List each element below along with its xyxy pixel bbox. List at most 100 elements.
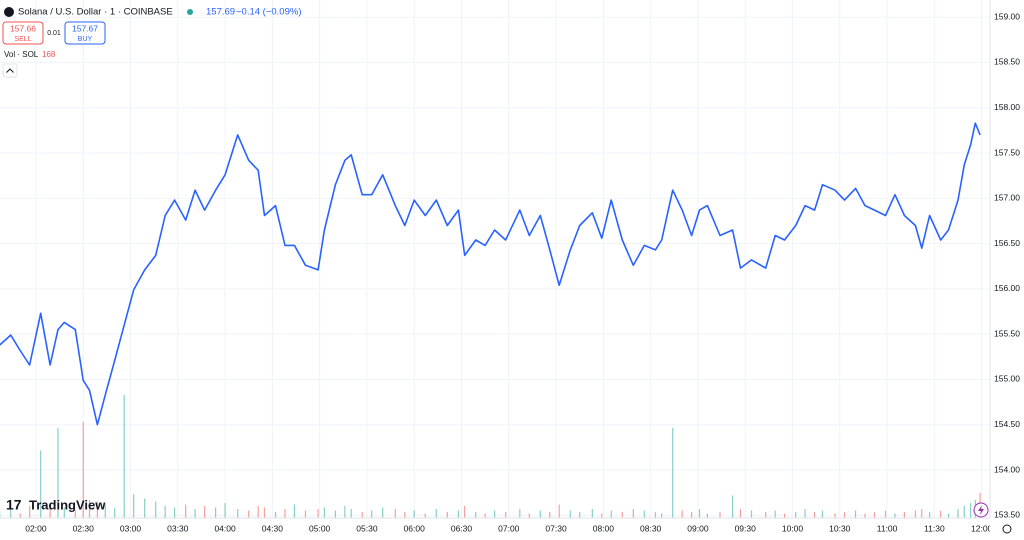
volume-bar xyxy=(144,498,146,518)
x-tick-label: 05:00 xyxy=(309,523,331,533)
volume-bar xyxy=(681,510,683,518)
volume-bar xyxy=(185,504,187,518)
market-status xyxy=(187,9,193,15)
x-tick-label: 04:30 xyxy=(262,523,284,533)
buy-label: BUY xyxy=(78,36,93,43)
volume-bar xyxy=(382,507,384,518)
spread: 0.01 xyxy=(47,30,61,37)
volume-bar xyxy=(19,513,21,518)
volume-bar xyxy=(74,510,76,518)
volume-bar xyxy=(691,512,693,518)
y-tick-label: 156.50 xyxy=(994,238,1020,248)
volume-bar xyxy=(643,510,645,518)
symbol-icon xyxy=(4,7,14,17)
volume-bar xyxy=(528,513,530,518)
price-change: −0.14 (−0.09%) xyxy=(236,7,302,18)
volume-bar xyxy=(621,512,623,518)
volume-bar xyxy=(88,500,91,518)
volume-bar xyxy=(123,395,125,518)
y-tick-label: 158.00 xyxy=(994,102,1020,112)
volume-bar xyxy=(334,510,337,518)
collapse-button[interactable] xyxy=(2,63,18,78)
brand-name: TradingView xyxy=(29,497,106,512)
y-tick-label: 155.00 xyxy=(994,374,1020,384)
volume-bar xyxy=(304,510,307,518)
volume-bar xyxy=(263,507,266,518)
volume-bar xyxy=(237,509,239,518)
volume-bar xyxy=(40,450,42,518)
x-tick-label: 10:30 xyxy=(829,523,851,533)
volume-bar xyxy=(774,510,776,518)
volume-bar xyxy=(539,510,541,518)
volume-bar xyxy=(719,512,721,518)
alert-icon xyxy=(978,505,984,515)
x-tick-label: 07:30 xyxy=(545,523,567,533)
volume-bar xyxy=(579,512,581,518)
volume-bar xyxy=(940,510,942,518)
volume-bar xyxy=(784,513,786,518)
volume-bar xyxy=(82,422,84,518)
volume-bar xyxy=(203,506,206,518)
y-tick-label: 158.50 xyxy=(994,57,1020,67)
volume-bar xyxy=(57,428,59,518)
volume-bar xyxy=(133,494,135,518)
volume-bar xyxy=(317,509,319,518)
volume-bar xyxy=(804,509,806,518)
volume-bar xyxy=(929,512,931,518)
volume-bar xyxy=(698,509,701,518)
brand-logo: 17 xyxy=(6,497,22,513)
volume-bar xyxy=(957,509,959,518)
sell-button[interactable] xyxy=(2,21,44,45)
volume-bar xyxy=(484,513,486,518)
volume-bar xyxy=(739,509,742,518)
volume-bar xyxy=(174,507,176,518)
x-tick-label: 06:00 xyxy=(404,523,426,533)
volume-bar xyxy=(894,513,896,518)
buy-button[interactable] xyxy=(64,21,106,45)
x-tick-label: 04:00 xyxy=(214,523,236,533)
volume-bar xyxy=(164,506,166,518)
y-tick-label: 157.00 xyxy=(994,193,1020,203)
volume-bar xyxy=(215,507,217,518)
price-line xyxy=(0,122,981,426)
volume-bar xyxy=(475,512,477,518)
volume-bar xyxy=(947,513,950,518)
x-tick-label: 07:00 xyxy=(498,523,520,533)
x-tick-label: 05:30 xyxy=(356,523,378,533)
volume-bar xyxy=(371,510,373,518)
volume-bar xyxy=(104,504,106,518)
volume-bar xyxy=(29,506,31,518)
volume-bar xyxy=(344,506,346,518)
x-tick-label: 03:00 xyxy=(120,523,142,533)
volume-bar xyxy=(549,512,551,518)
volume-bar xyxy=(494,510,496,518)
volume-bar xyxy=(361,512,363,518)
volume-bar xyxy=(821,510,824,518)
volume-bar xyxy=(194,509,196,518)
x-tick-label: 09:30 xyxy=(735,523,757,533)
volume-bar xyxy=(569,510,571,518)
x-tick-label: 11:30 xyxy=(924,523,945,533)
y-tick-label: 154.50 xyxy=(994,419,1020,429)
volume-bar xyxy=(293,504,296,518)
price-axis-panel xyxy=(990,0,1024,540)
volume-bar xyxy=(155,501,157,518)
settings-button[interactable] xyxy=(1002,524,1012,534)
volume-bar xyxy=(914,510,917,518)
last-price: 157.69 xyxy=(206,7,235,18)
volume-bar xyxy=(921,509,923,518)
x-tick-label: 10:00 xyxy=(782,523,804,533)
volume-bar xyxy=(732,495,734,518)
volume-bar xyxy=(610,510,612,518)
sell-label: SELL xyxy=(14,36,31,43)
volume-label: Vol · SOL xyxy=(4,50,39,59)
y-tick-label: 155.50 xyxy=(994,328,1020,338)
volume-bar xyxy=(413,510,415,518)
volume-bar xyxy=(394,509,396,518)
volume-bar xyxy=(632,509,634,518)
volume-bar xyxy=(257,506,259,518)
volume-bar xyxy=(873,512,876,518)
volume-bar xyxy=(654,512,656,518)
volume-bar xyxy=(248,510,250,518)
